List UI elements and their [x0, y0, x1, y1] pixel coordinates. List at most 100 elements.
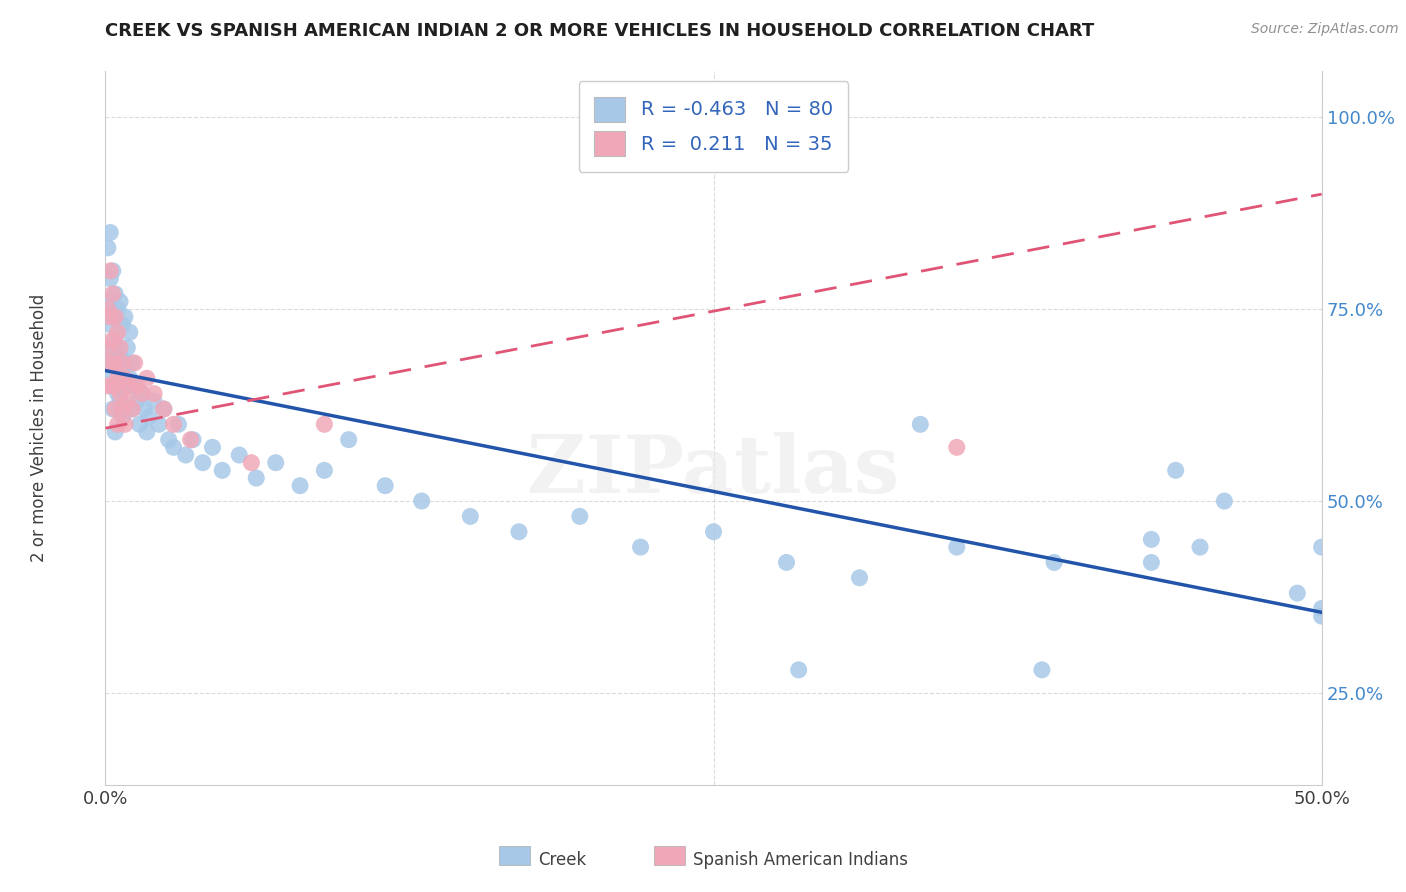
- Point: [104, 425, 127, 439]
- Point: [153, 401, 176, 416]
- Point: [104, 286, 127, 301]
- Point: [101, 286, 124, 301]
- Point: [114, 310, 136, 324]
- Point: [1043, 556, 1066, 570]
- Point: [107, 341, 129, 355]
- Point: [104, 333, 127, 347]
- Point: [104, 379, 127, 393]
- Point: [288, 479, 311, 493]
- Point: [108, 386, 131, 401]
- Point: [787, 663, 810, 677]
- Point: [228, 448, 250, 462]
- Point: [148, 417, 170, 432]
- Point: [97, 341, 120, 355]
- Point: [97, 241, 120, 255]
- Legend: R = -0.463   N = 80, R =  0.211   N = 35: R = -0.463 N = 80, R = 0.211 N = 35: [579, 81, 848, 172]
- Point: [98, 356, 121, 370]
- Point: [848, 571, 870, 585]
- Point: [101, 310, 124, 324]
- Point: [1031, 663, 1053, 677]
- Point: [98, 271, 121, 285]
- Point: [125, 394, 148, 409]
- Point: [111, 409, 134, 424]
- Point: [121, 401, 143, 416]
- Point: [124, 356, 146, 370]
- Point: [1310, 540, 1333, 554]
- Text: ZIPatlas: ZIPatlas: [527, 432, 900, 510]
- Point: [114, 417, 136, 432]
- Point: [374, 479, 396, 493]
- Point: [211, 463, 233, 477]
- Point: [138, 409, 160, 424]
- Point: [121, 401, 143, 416]
- Point: [191, 456, 214, 470]
- Point: [98, 226, 121, 240]
- Point: [458, 509, 481, 524]
- Point: [114, 401, 136, 416]
- Point: [134, 401, 156, 416]
- Point: [101, 379, 124, 393]
- Point: [1310, 601, 1333, 615]
- Point: [314, 463, 336, 477]
- Point: [97, 341, 120, 355]
- Point: [1286, 586, 1309, 600]
- Point: [314, 417, 336, 432]
- Point: [97, 379, 120, 393]
- Point: [117, 379, 139, 393]
- Point: [107, 386, 129, 401]
- Point: [97, 294, 120, 309]
- Point: [98, 318, 121, 332]
- Point: [117, 394, 139, 409]
- Point: [143, 386, 166, 401]
- Point: [910, 417, 932, 432]
- Point: [114, 371, 136, 385]
- Point: [108, 348, 131, 362]
- Point: [167, 417, 190, 432]
- Point: [121, 356, 143, 370]
- Point: [111, 363, 134, 377]
- Point: [1164, 463, 1187, 477]
- Point: [702, 524, 725, 539]
- Point: [201, 441, 224, 455]
- Point: [107, 325, 129, 339]
- Text: Spanish American Indians: Spanish American Indians: [693, 851, 908, 869]
- Text: CREEK VS SPANISH AMERICAN INDIAN 2 OR MORE VEHICLES IN HOUSEHOLD CORRELATION CHA: CREEK VS SPANISH AMERICAN INDIAN 2 OR MO…: [105, 22, 1095, 40]
- Point: [153, 401, 176, 416]
- Point: [124, 379, 146, 393]
- Point: [945, 540, 967, 554]
- Point: [1310, 609, 1333, 624]
- Text: 2 or more Vehicles in Household: 2 or more Vehicles in Household: [30, 294, 48, 562]
- Point: [411, 494, 433, 508]
- Point: [568, 509, 591, 524]
- Point: [775, 556, 797, 570]
- Text: Source: ZipAtlas.com: Source: ZipAtlas.com: [1251, 22, 1399, 37]
- Point: [240, 456, 263, 470]
- Point: [101, 356, 124, 370]
- Point: [630, 540, 652, 554]
- Point: [104, 356, 127, 370]
- Point: [508, 524, 530, 539]
- Point: [107, 302, 129, 317]
- Point: [180, 433, 202, 447]
- Point: [111, 401, 134, 416]
- Point: [118, 379, 141, 393]
- Point: [108, 394, 131, 409]
- Point: [128, 417, 150, 432]
- Point: [104, 401, 127, 416]
- Point: [117, 341, 139, 355]
- Point: [98, 310, 121, 324]
- Point: [245, 471, 267, 485]
- Point: [108, 294, 131, 309]
- Point: [1213, 494, 1236, 508]
- Point: [111, 356, 134, 370]
- Point: [118, 371, 141, 385]
- Point: [157, 433, 180, 447]
- Point: [114, 356, 136, 370]
- Point: [131, 386, 153, 401]
- Point: [1189, 540, 1212, 554]
- Point: [107, 371, 129, 385]
- Point: [107, 417, 129, 432]
- Text: Creek: Creek: [538, 851, 586, 869]
- Point: [135, 425, 157, 439]
- Point: [104, 310, 127, 324]
